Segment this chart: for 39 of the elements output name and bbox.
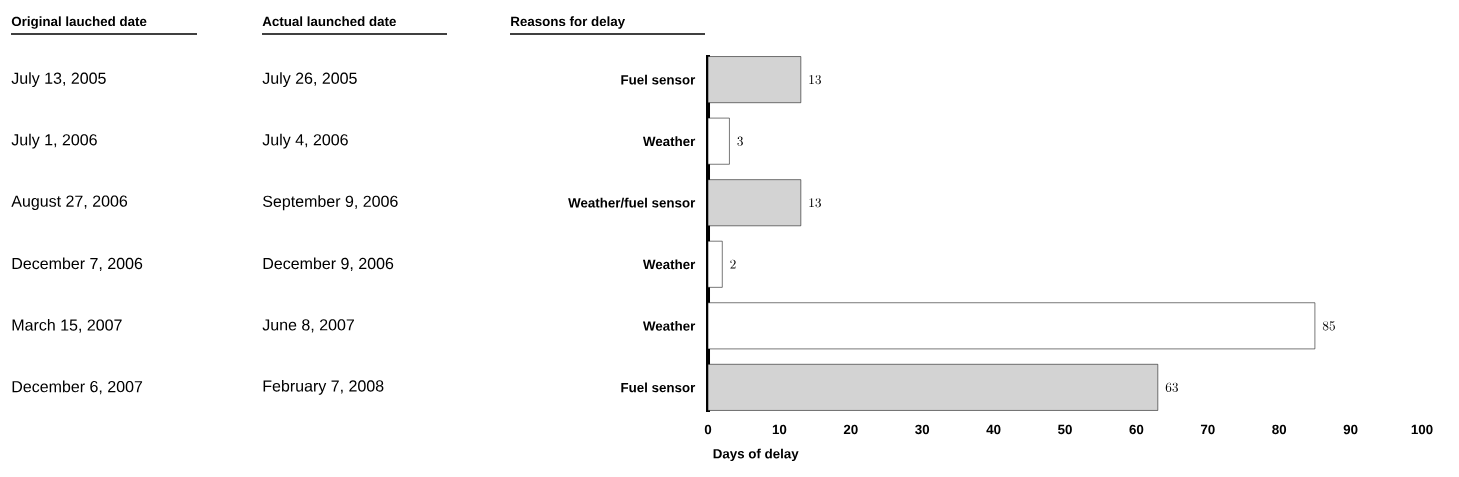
x-tick-label: 40 bbox=[986, 424, 1001, 435]
y-tick-label: Weather bbox=[642, 259, 696, 270]
x-tick-label: 80 bbox=[1272, 424, 1287, 435]
y-tick-label: Fuel sensor bbox=[621, 74, 696, 85]
x-tick-label: 100 bbox=[1411, 424, 1433, 435]
y-tick-label: Weather bbox=[642, 320, 696, 331]
x-tick-label: 10 bbox=[772, 424, 787, 435]
text: December 6, 2007 bbox=[12, 380, 143, 395]
text: July 13, 2005 bbox=[11, 72, 106, 88]
data-label: 63 bbox=[1165, 382, 1178, 392]
x-axis-title: Days of delay bbox=[713, 448, 799, 462]
text: September 9, 2006 bbox=[263, 195, 398, 211]
x-tick-label: 0 bbox=[704, 424, 712, 435]
x-tick-label: 90 bbox=[1343, 424, 1358, 435]
text: July 1, 2006 bbox=[11, 133, 97, 149]
data-label: 2 bbox=[730, 259, 736, 269]
y-axis-title: Reasons for delay bbox=[511, 16, 626, 29]
text: July 26, 2005 bbox=[262, 72, 357, 88]
text: December 9, 2006 bbox=[263, 257, 394, 272]
text: February 7, 2008 bbox=[263, 379, 384, 395]
y-tick-label: Fuel sensor bbox=[621, 382, 696, 393]
data-label: 3 bbox=[737, 136, 743, 146]
x-tick-label: 50 bbox=[1058, 424, 1072, 435]
y-tick-label: Weather/fuel sensor bbox=[568, 197, 696, 208]
text: Original lauched date bbox=[11, 16, 147, 29]
x-tick-label: 60 bbox=[1129, 424, 1144, 435]
data-label: 85 bbox=[1322, 321, 1335, 331]
text: June 8, 2007 bbox=[262, 319, 354, 333]
x-tick-label: 20 bbox=[843, 424, 858, 435]
data-label: 13 bbox=[809, 75, 821, 85]
text: August 27, 2006 bbox=[11, 195, 128, 210]
x-tick-label: 70 bbox=[1200, 424, 1215, 435]
text: Actual launched date bbox=[262, 16, 396, 27]
data-label: 13 bbox=[809, 198, 821, 208]
text: December 7, 2006 bbox=[12, 257, 143, 272]
y-tick-label: Weather bbox=[642, 136, 696, 147]
x-tick-label: 30 bbox=[915, 424, 930, 435]
text: July 4, 2006 bbox=[262, 133, 348, 149]
text: March 15, 2007 bbox=[12, 319, 122, 333]
